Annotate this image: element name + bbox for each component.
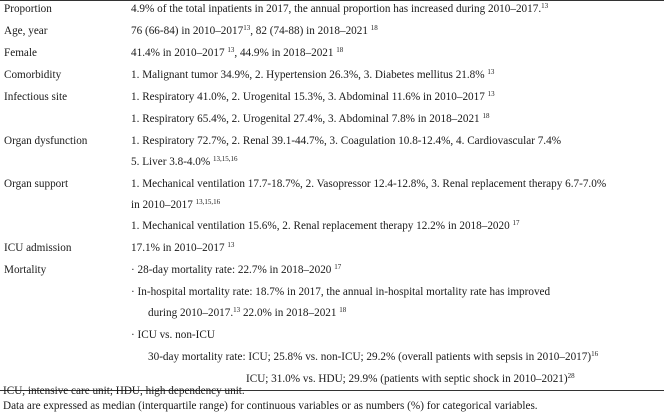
row-value-mortality-septic-shock: ICU; 31.0% vs. HDU; 29.9% (patients with… (246, 372, 575, 386)
table-top-rule (0, 0, 664, 1)
row-label-female: Female (4, 47, 37, 59)
row-value-female: 41.4% in 2010–2017 13, 44.9% in 2018–202… (131, 46, 344, 60)
table-bottom-rule (0, 390, 664, 391)
row-value-organ-dysfunction: 1. Respiratory 72.7%, 2. Renal 39.1-44.7… (131, 135, 562, 147)
row-label-mortality: Mortality (4, 264, 47, 276)
row-label-organ-dysfunction: Organ dysfunction (4, 135, 88, 147)
row-label-infectious-site: Infectious site (4, 91, 68, 103)
row-label-icu-admission: ICU admission (4, 242, 72, 254)
row-value-organ-support-3: 1. Mechanical ventilation 15.6%, 2. Rena… (131, 219, 520, 233)
row-value-infectious-site-2: 1. Respiratory 65.4%, 2. Urogenital 27.4… (131, 112, 490, 126)
row-label-proportion: Proportion (4, 3, 52, 15)
row-value-organ-dysfunction-2: 5. Liver 3.8-4.0% 13,15,16 (131, 155, 238, 169)
row-value-infectious-site: 1. Respiratory 41.0%, 2. Urogenital 15.3… (131, 90, 495, 104)
row-value-proportion: 4.9% of the total inpatients in 2017, th… (131, 2, 549, 16)
row-value-icu-admission: 17.1% in 2010–2017 13 (131, 241, 235, 255)
row-value-organ-support-2: in 2010–2017 13,15,16 (131, 198, 221, 212)
footnote-data-format: Data are expressed as median (interquart… (3, 400, 538, 412)
row-label-age: Age, year (4, 25, 48, 37)
row-label-comorbidity: Comorbidity (4, 69, 62, 81)
row-value-mortality-30day: 30-day mortality rate: ICU; 25.8% vs. no… (148, 350, 599, 364)
row-value-comorbidity: 1. Malignant tumor 34.9%, 2. Hypertensio… (131, 68, 495, 82)
row-value-mortality-icu-heading: · ICU vs. non-ICU (131, 329, 215, 341)
row-value-mortality-inhospital: · In-hospital mortality rate: 18.7% in 2… (131, 286, 551, 298)
row-label-organ-support: Organ support (4, 178, 69, 190)
row-value-mortality-28day: · 28-day mortality rate: 22.7% in 2018–2… (131, 263, 342, 277)
row-value-age: 76 (66-84) in 2010–201713, 82 (74-88) in… (131, 24, 378, 38)
footnote-abbreviations: ICU, intensive care unit; HDU, high depe… (3, 385, 245, 397)
row-value-organ-support: 1. Mechanical ventilation 17.7-18.7%, 2.… (131, 178, 607, 190)
row-value-mortality-inhospital-2: during 2010–2017.13 22.0% in 2018–2021 1… (148, 306, 347, 320)
